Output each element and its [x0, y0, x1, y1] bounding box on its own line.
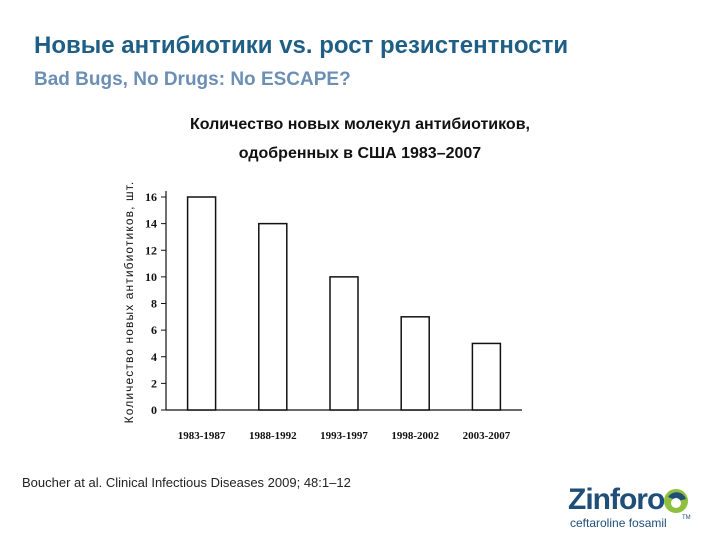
y-tick-label: 0 [151, 403, 157, 417]
logo-tagline: ceftaroline fosamil [570, 516, 667, 530]
y-tick-label: 12 [145, 243, 157, 257]
y-axis-label: Количество новых антибиотиков, шт. [122, 181, 136, 424]
y-tick-label: 4 [151, 350, 157, 364]
y-tick-label: 2 [151, 376, 157, 390]
x-tick-label: 1998-2002 [391, 430, 439, 442]
x-tick-label: 1993-1997 [320, 430, 368, 442]
bar [400, 316, 430, 411]
zinforo-logo: Zinforo ceftaroline fosamil TM [568, 483, 698, 531]
chart-title-line-1: Количество новых молекул антибиотиков, [190, 116, 530, 133]
y-tick-label: 6 [151, 323, 157, 337]
slide-title: Новые антибиотики vs. рост резистентност… [34, 32, 569, 59]
y-tick-label: 8 [151, 297, 157, 311]
slide-subtitle: Bad Bugs, No Drugs: No ESCAPE? [34, 69, 351, 90]
x-tick-label: 1983-1987 [178, 430, 226, 442]
x-tick-label: 1988-1992 [249, 430, 297, 442]
y-tick-label: 16 [145, 190, 157, 204]
y-tick-label: 14 [145, 217, 157, 231]
bar [258, 222, 288, 411]
logo-wordmark: Zinforo [568, 483, 665, 516]
logo-swirl-icon [664, 489, 688, 513]
bar [329, 276, 359, 411]
citation: Boucher at al. Clinical Infectious Disea… [22, 475, 351, 490]
x-tick-label: 2003-2007 [463, 430, 511, 442]
chart-title-line-2: одобренных в США 1983–2007 [238, 145, 482, 162]
bar [471, 342, 502, 411]
y-tick-label: 10 [145, 270, 157, 284]
bar [186, 196, 217, 411]
logo-trademark: TM [682, 515, 691, 521]
